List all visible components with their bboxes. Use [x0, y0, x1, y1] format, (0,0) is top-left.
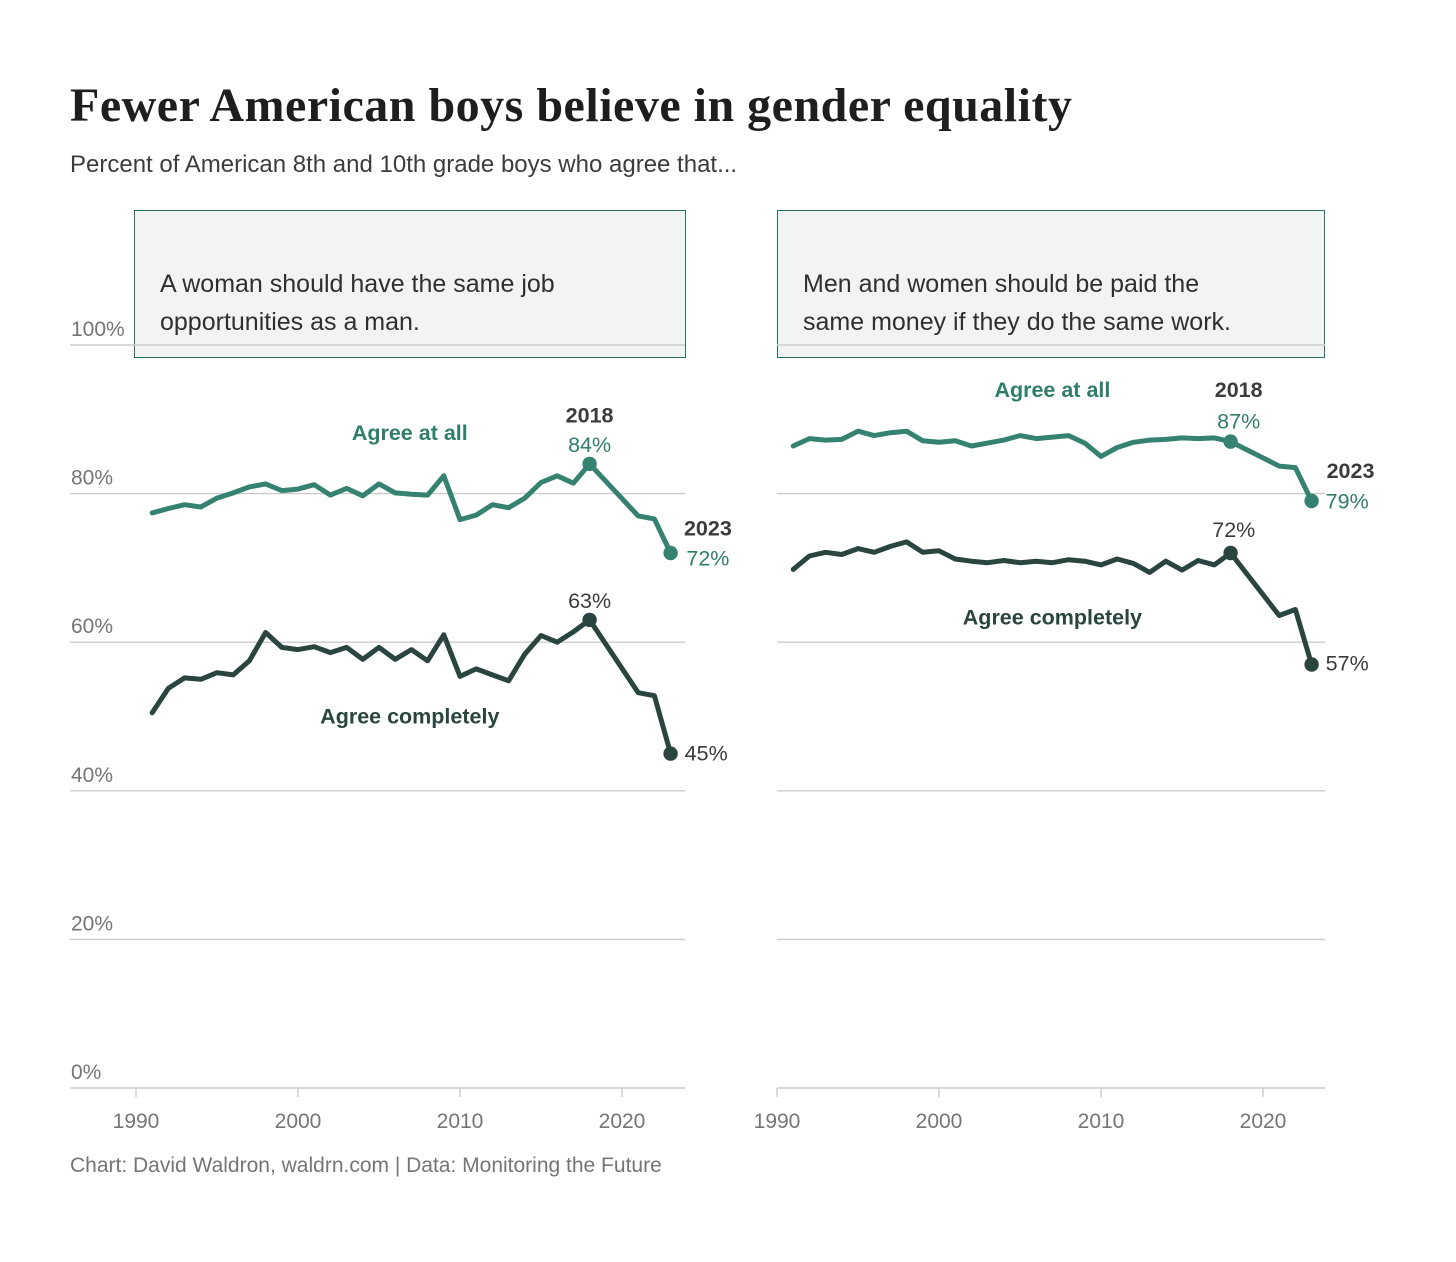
annotation: Agree at all — [352, 421, 468, 445]
data-point-marker — [663, 545, 678, 561]
y-axis-label: 60% — [71, 615, 113, 638]
annotation: Agree completely — [320, 704, 499, 728]
x-axis-label: 2010 — [437, 1110, 484, 1133]
annotation: 45% — [685, 741, 728, 765]
data-point-marker — [663, 746, 678, 761]
question-box-right: Men and women should be paid the same mo… — [777, 210, 1325, 358]
annotation: 72% — [686, 547, 729, 571]
question-box-left: A woman should have the same job opportu… — [134, 210, 686, 358]
line-chart-left: 100% 80% 60% 40% 20% 0% 1990 2000 2010 2020 Agree … — [70, 320, 732, 1133]
annotation: Agree completely — [963, 605, 1142, 629]
data-point-marker — [582, 612, 597, 628]
annotation: 2018 — [1215, 378, 1263, 402]
question-text-right: Men and women should be paid the same mo… — [803, 270, 1231, 336]
annotation: 79% — [1326, 490, 1369, 514]
page-title: Fewer American boys believe in gender eq… — [70, 79, 1073, 132]
x-axis-label: 2010 — [1078, 1110, 1125, 1133]
annotation: 2023 — [1327, 459, 1375, 483]
y-axis-label: 20% — [71, 912, 113, 935]
annotation: 72% — [1212, 518, 1255, 542]
chart-credit: Chart: David Waldron, waldrn.com | Data:… — [70, 1154, 662, 1177]
x-axis-label: 2000 — [275, 1110, 322, 1133]
x-axis-label: 1990 — [754, 1110, 801, 1133]
annotation: 57% — [1326, 652, 1369, 676]
x-axis-label: 2020 — [599, 1110, 646, 1133]
chart-subtitle: Percent of American 8th and 10th grade b… — [70, 151, 738, 178]
x-axis-label: 1990 — [113, 1110, 160, 1133]
series-line-agree-completely — [790, 539, 1315, 667]
data-point-marker — [1223, 434, 1238, 449]
series-line-agree-at-all — [149, 461, 674, 556]
data-point-marker — [1304, 657, 1319, 672]
series-line-agree-completely — [149, 617, 674, 757]
annotation: 63% — [568, 589, 611, 613]
annotation: 2018 — [566, 403, 614, 427]
annotation: 84% — [568, 433, 611, 457]
y-axis-label: 80% — [71, 467, 113, 490]
x-axis-label: 2020 — [1240, 1110, 1287, 1133]
series-line-agree-at-all — [790, 428, 1315, 504]
data-point-marker — [582, 456, 597, 472]
y-axis-label: 0% — [71, 1061, 101, 1084]
question-text-left: A woman should have the same job opportu… — [160, 270, 555, 336]
annotation: 87% — [1217, 409, 1260, 433]
line-chart-right: 1990 2000 2010 2020 Agree at all 2018 87% 2023 7… — [754, 344, 1375, 1133]
annotation: 2023 — [684, 516, 732, 540]
data-point-marker — [1304, 493, 1319, 509]
annotation: Agree at all — [994, 378, 1110, 402]
data-point-marker — [1223, 545, 1238, 561]
y-axis-label: 40% — [71, 764, 113, 787]
x-axis-label: 2000 — [916, 1110, 963, 1133]
y-axis-label: 100% — [71, 320, 125, 341]
